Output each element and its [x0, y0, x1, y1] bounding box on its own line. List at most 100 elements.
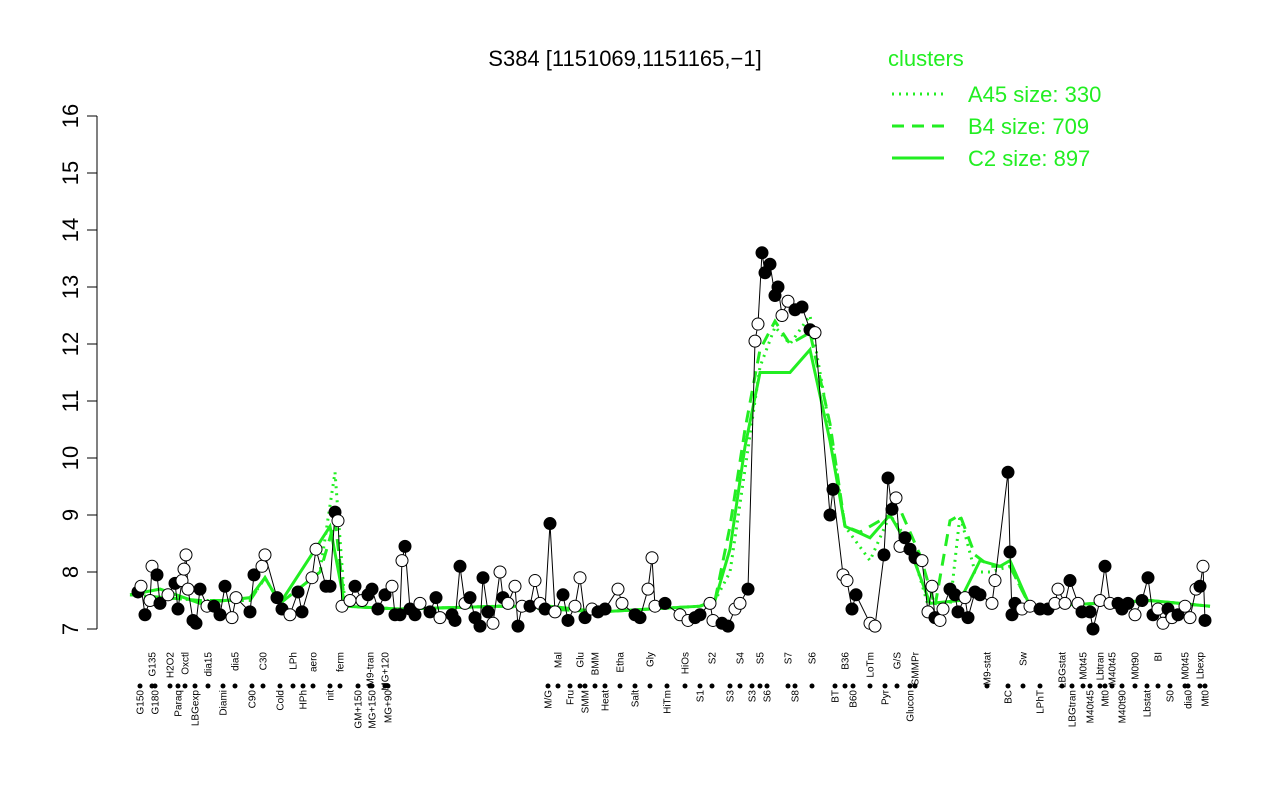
- point: [741, 582, 755, 596]
- point: [615, 596, 629, 610]
- x-tick-dot: [1059, 683, 1065, 689]
- point: [291, 585, 305, 599]
- point: [1083, 605, 1097, 619]
- x-tick-label: Oxctl: [181, 652, 192, 675]
- x-tick-dot: [617, 683, 623, 689]
- x-tick-label: S4: [736, 652, 747, 665]
- point: [1198, 613, 1212, 627]
- point: [501, 596, 515, 610]
- x-tick-dot: [882, 683, 888, 689]
- point: [171, 602, 185, 616]
- cluster-line: [129, 318, 1211, 614]
- point: [1121, 596, 1135, 610]
- point: [225, 611, 239, 625]
- legend-title: clusters: [888, 46, 964, 71]
- point: [1183, 611, 1197, 625]
- x-tick-dot: [369, 683, 375, 689]
- point: [1098, 559, 1112, 573]
- point: [961, 611, 975, 625]
- x-tick-dot: [1119, 683, 1125, 689]
- x-tick-label: LoTm: [866, 652, 877, 678]
- x-tick-label: BI: [1154, 652, 1165, 661]
- x-tick-label: C30: [259, 652, 270, 671]
- point: [988, 574, 1002, 588]
- point: [153, 596, 167, 610]
- x-tick-dot: [545, 683, 551, 689]
- x-tick-dot: [867, 683, 873, 689]
- x-tick-dot: [785, 683, 791, 689]
- point: [134, 579, 148, 593]
- x-tick-dot: [1202, 683, 1208, 689]
- x-tick-label: BMM: [591, 652, 602, 675]
- point: [395, 554, 409, 568]
- x-tick-dot: [1155, 683, 1161, 689]
- x-tick-label: Etha: [616, 652, 627, 673]
- point: [1196, 559, 1210, 573]
- x-tick-dot: [632, 683, 638, 689]
- point: [561, 613, 575, 627]
- x-tick-dot: [582, 683, 588, 689]
- point: [1135, 594, 1149, 607]
- x-tick-label: Salt: [631, 690, 642, 707]
- point: [915, 554, 929, 568]
- x-tick-dot: [984, 683, 990, 689]
- x-tick-dot: [192, 683, 198, 689]
- x-tick-dot: [907, 683, 913, 689]
- point: [258, 548, 272, 562]
- point: [885, 502, 899, 516]
- y-tick-label: 15: [58, 161, 83, 185]
- point: [840, 574, 854, 588]
- y-tick-label: 8: [58, 566, 83, 578]
- x-tick-label: dia15: [204, 652, 215, 677]
- x-tick-dot: [697, 683, 703, 689]
- point: [323, 579, 337, 593]
- point: [408, 608, 422, 622]
- x-tick-label: Glu: [576, 652, 587, 668]
- point: [751, 317, 765, 331]
- point: [693, 608, 707, 622]
- point: [1141, 571, 1155, 585]
- point: [378, 588, 392, 602]
- x-tick-dot: [1080, 683, 1086, 689]
- x-tick-dot: [205, 683, 211, 689]
- point: [933, 613, 947, 627]
- x-tick-label: S0: [1166, 690, 1177, 703]
- point: [433, 611, 447, 625]
- point: [611, 582, 625, 596]
- x-tick-label: H2O2: [166, 652, 177, 679]
- point: [958, 591, 972, 605]
- x-tick-label: M9-tran: [366, 652, 377, 686]
- x-tick-dot: [167, 683, 173, 689]
- x-tick-dot: [842, 683, 848, 689]
- x-tick-dot: [709, 683, 715, 689]
- point: [826, 482, 840, 496]
- point: [429, 591, 443, 605]
- point: [1193, 579, 1207, 593]
- point: [598, 602, 612, 616]
- point: [423, 605, 437, 619]
- point: [243, 605, 257, 619]
- legend-label: B4 size: 709: [968, 114, 1089, 139]
- legend-label: A45 size: 330: [968, 82, 1101, 107]
- point: [179, 548, 193, 562]
- x-tick-dot: [1132, 683, 1138, 689]
- x-tick-dot: [277, 683, 283, 689]
- point: [755, 246, 769, 260]
- point: [528, 574, 542, 588]
- point: [1001, 465, 1015, 479]
- point: [1063, 574, 1077, 588]
- point: [481, 605, 495, 619]
- point: [578, 611, 592, 625]
- x-tick-label: Mt0: [1201, 690, 1212, 707]
- point: [548, 605, 562, 619]
- point: [247, 568, 261, 582]
- point: [189, 616, 203, 630]
- point: [493, 565, 507, 579]
- x-tick-dot: [592, 683, 598, 689]
- point: [150, 568, 164, 582]
- x-tick-label: G/S: [893, 652, 904, 670]
- point: [213, 608, 227, 622]
- x-tick-dot: [1005, 683, 1011, 689]
- point: [476, 571, 490, 585]
- x-tick-label: S8: [791, 690, 802, 703]
